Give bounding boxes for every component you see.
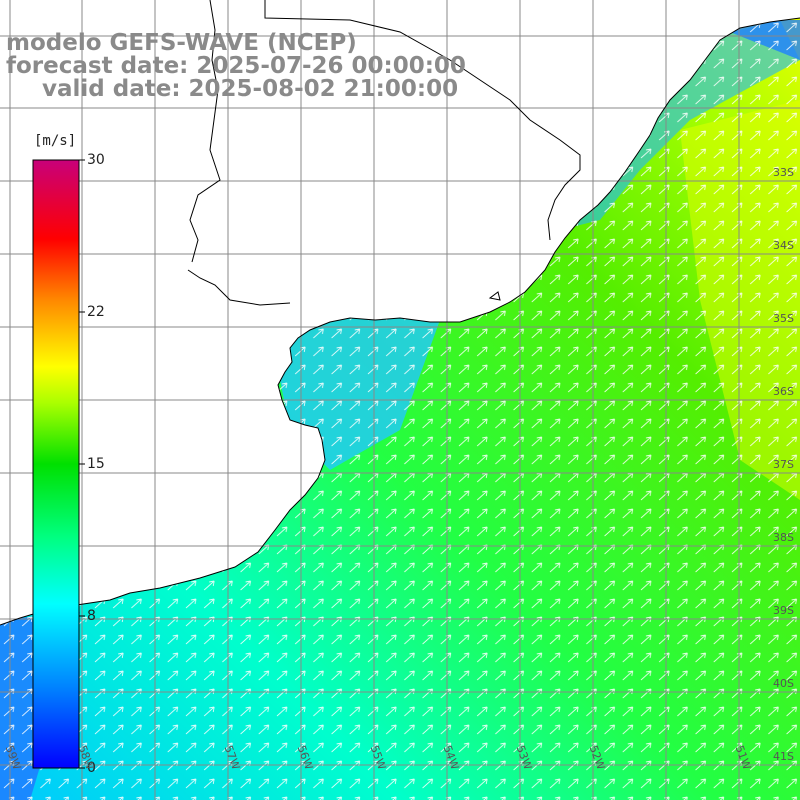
forecast-date: forecast date: 2025-07-26 00:00:00 xyxy=(6,53,466,79)
lat-label: 41S xyxy=(773,750,794,763)
coastline xyxy=(0,0,800,626)
colorbar-tick-30: 30 xyxy=(87,152,105,168)
colorbar xyxy=(32,159,80,769)
lat-label: 36S xyxy=(773,385,794,398)
lat-label: 37S xyxy=(773,458,794,471)
lat-label: 39S xyxy=(773,604,794,617)
colorbar-ticks xyxy=(79,159,85,769)
lat-label: 38S xyxy=(773,531,794,544)
colorbar-tick-22: 22 xyxy=(87,304,105,320)
colorbar-unit: [m/s] xyxy=(34,133,77,149)
lat-label: 34S xyxy=(773,239,794,252)
colorbar-tick-0: 0 xyxy=(87,760,96,776)
colorbar-tick-8: 8 xyxy=(87,608,96,624)
lat-label: 35S xyxy=(773,312,794,325)
lat-label: 33S xyxy=(773,166,794,179)
colorbar-tick-15: 15 xyxy=(87,456,105,472)
model-title: modelo GEFS-WAVE (NCEP) xyxy=(6,30,357,56)
lat-label: 40S xyxy=(773,677,794,690)
valid-date: valid date: 2025-08-02 21:00:00 xyxy=(42,76,459,102)
